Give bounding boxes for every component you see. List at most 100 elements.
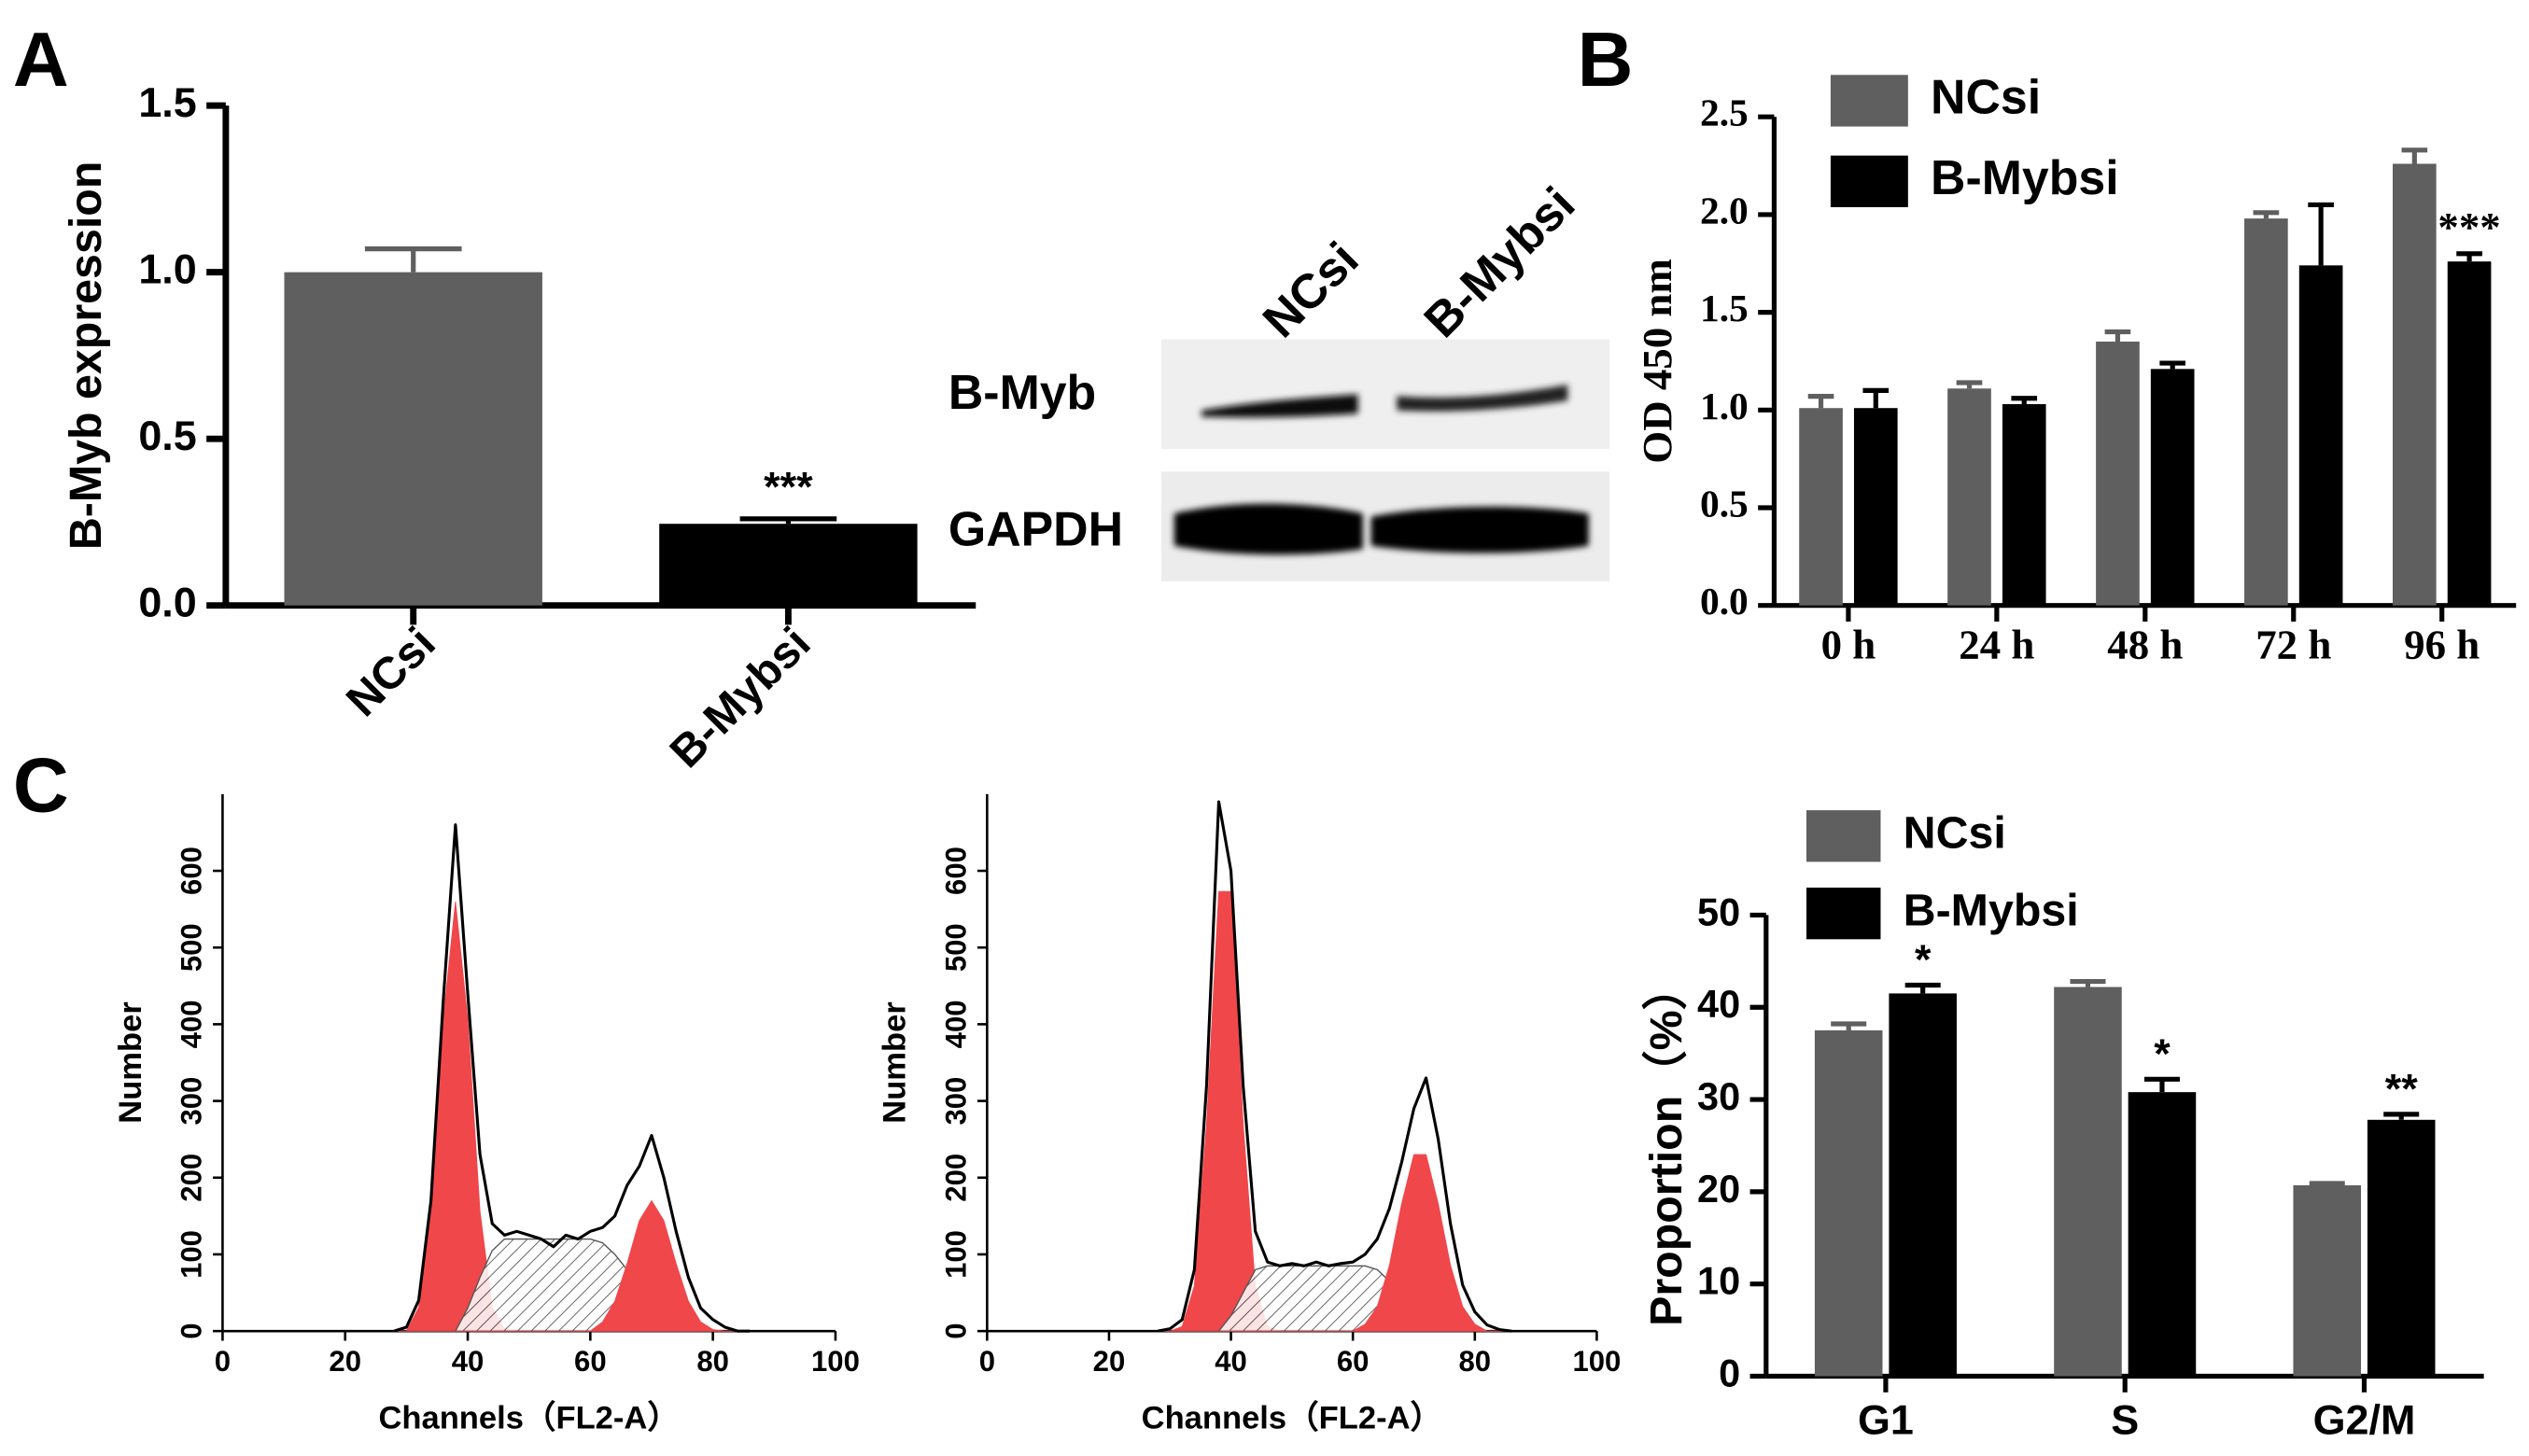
y-tick-label: 1.5 bbox=[138, 78, 196, 126]
bar bbox=[1947, 388, 1991, 606]
y-tick-label: 400 bbox=[939, 1000, 972, 1048]
y-tick-label: 600 bbox=[939, 847, 972, 895]
y-tick-label: 1.0 bbox=[138, 245, 196, 293]
error-bar bbox=[1862, 387, 1890, 409]
x-tick-label: 0 h bbox=[1821, 622, 1876, 668]
x-tick-label: G2/M bbox=[2313, 1395, 2416, 1443]
x-tick-label: 60 bbox=[1337, 1345, 1370, 1378]
x-tick-label: 60 bbox=[574, 1345, 607, 1378]
error-bar bbox=[2011, 396, 2038, 405]
legend-label: NCsi bbox=[1931, 70, 2041, 124]
significance-label: ** bbox=[2385, 1065, 2418, 1113]
x-tick-label: G1 bbox=[1858, 1395, 1914, 1443]
error-bar bbox=[2383, 1112, 2420, 1120]
y-tick-label: 10 bbox=[1697, 1259, 1740, 1303]
y-axis-label: B-Myb expression bbox=[61, 161, 111, 551]
y-tick-label: 0.0 bbox=[1700, 580, 1749, 623]
y-tick-label: 600 bbox=[176, 847, 208, 895]
x-tick-label: 100 bbox=[1572, 1345, 1621, 1378]
y-tick-label: 0 bbox=[1719, 1351, 1740, 1394]
error-bar bbox=[1807, 394, 1834, 409]
x-tick-label: 48 h bbox=[2107, 622, 2183, 668]
bar bbox=[2096, 342, 2140, 606]
y-axis-label: Proportion（%） bbox=[1641, 965, 1692, 1326]
y-tick-label: 300 bbox=[176, 1077, 208, 1126]
bar bbox=[2244, 218, 2288, 606]
significance-label: * bbox=[2154, 1029, 2171, 1077]
y-tick-label: 0.5 bbox=[1700, 483, 1749, 525]
y-tick-label: 2.0 bbox=[1700, 189, 1749, 231]
x-tick-label: 0 bbox=[979, 1345, 995, 1378]
bar bbox=[2054, 987, 2122, 1377]
y-tick-label: 0 bbox=[176, 1323, 208, 1339]
histogram-line bbox=[1157, 800, 1512, 1333]
error-bar bbox=[2070, 978, 2106, 987]
blot-band bbox=[1370, 506, 1589, 553]
y-tick-label: 200 bbox=[939, 1154, 972, 1202]
bar bbox=[2293, 1184, 2362, 1377]
blot-band bbox=[1397, 385, 1568, 412]
bar bbox=[1814, 1029, 1883, 1377]
bar bbox=[1799, 408, 1843, 606]
y-tick-label: 0.5 bbox=[138, 412, 196, 459]
blot-row-label: GAPDH bbox=[948, 502, 1123, 556]
bar bbox=[1853, 408, 1898, 606]
bar bbox=[2447, 261, 2492, 606]
blot-lane-label: B-Mybsi bbox=[1413, 176, 1585, 348]
bar bbox=[2367, 1119, 2436, 1377]
bar bbox=[2393, 163, 2437, 606]
bar bbox=[284, 272, 542, 606]
x-tick-label: 24 h bbox=[1959, 622, 2034, 668]
y-tick-label: 100 bbox=[176, 1230, 208, 1279]
bar bbox=[2150, 369, 2195, 606]
legend-swatch bbox=[1830, 75, 1908, 127]
y-tick-label: 100 bbox=[939, 1230, 972, 1279]
error-bar bbox=[2159, 360, 2186, 370]
significance-label: * bbox=[1915, 935, 1932, 983]
bar bbox=[2128, 1092, 2197, 1377]
blot-band bbox=[1201, 394, 1358, 418]
y-tick-label: 20 bbox=[1697, 1167, 1740, 1211]
x-tick-label: B-Mybsi bbox=[660, 618, 820, 777]
x-tick-label: 80 bbox=[1459, 1345, 1492, 1378]
y-tick-label: 40 bbox=[1697, 982, 1740, 1026]
x-axis-label: Channels（FL2-A） bbox=[1142, 1399, 1442, 1435]
y-tick-label: 1.5 bbox=[1700, 287, 1749, 329]
phase-area bbox=[1158, 1154, 1511, 1332]
panel-label: B bbox=[1578, 16, 1634, 103]
y-tick-label: 400 bbox=[176, 1000, 208, 1048]
legend-swatch bbox=[1830, 155, 1908, 207]
western-blot: B-Myb GAPDH NCsi B-Mybsi bbox=[948, 176, 1610, 581]
significance-label: *** bbox=[764, 463, 813, 511]
x-tick-label: 72 h bbox=[2255, 622, 2331, 668]
blot-lane-label: NCsi bbox=[1252, 231, 1369, 348]
x-tick-label: 100 bbox=[811, 1345, 860, 1378]
legend-label: B-Mybsi bbox=[1931, 150, 2119, 204]
error-bar bbox=[2308, 202, 2334, 266]
error-bar bbox=[2309, 1181, 2345, 1186]
x-tick-label: 80 bbox=[696, 1345, 729, 1378]
x-tick-label: S bbox=[2111, 1395, 2139, 1443]
bar bbox=[2298, 265, 2343, 606]
error-bar bbox=[1831, 1021, 1867, 1030]
y-tick-label: 0.0 bbox=[138, 579, 196, 626]
phase-area bbox=[394, 1199, 751, 1332]
y-axis-label: Number bbox=[878, 1001, 913, 1124]
error-bar bbox=[1956, 380, 1983, 389]
histogram-line bbox=[393, 823, 751, 1333]
bar bbox=[1889, 993, 1957, 1377]
y-tick-label: 30 bbox=[1697, 1074, 1740, 1118]
significance-label: *** bbox=[2438, 203, 2500, 250]
x-tick-label: NCsi bbox=[337, 618, 445, 726]
blot-row-label: B-Myb bbox=[948, 365, 1096, 419]
error-bar bbox=[2104, 329, 2131, 343]
x-tick-label: 0 bbox=[215, 1345, 231, 1378]
legend-label: B-Mybsi bbox=[1904, 885, 2079, 935]
y-axis-label: Number bbox=[113, 1001, 148, 1124]
y-tick-label: 300 bbox=[939, 1077, 972, 1126]
y-tick-label: 50 bbox=[1697, 889, 1740, 933]
x-tick-label: 20 bbox=[329, 1345, 361, 1378]
y-tick-label: 2.5 bbox=[1700, 91, 1749, 134]
